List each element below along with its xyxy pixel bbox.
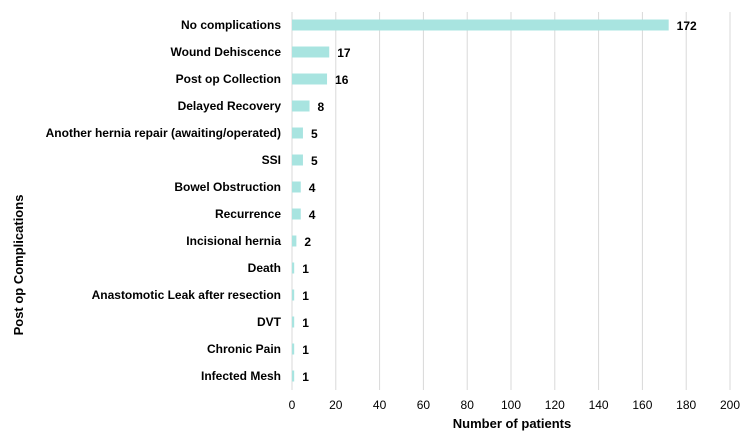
data-label-5: 5 [311,127,318,141]
category-label-2: Wound Dehiscence [171,45,282,59]
bar-3 [292,73,328,85]
bar-2 [292,46,330,58]
data-label-2: 17 [337,46,351,60]
category-labels: No complications Wound Dehiscence Post op … [46,18,282,383]
x-tick-label-160: 160 [632,398,652,412]
bar-7 [292,181,301,193]
data-label-12: 1 [302,316,309,330]
x-tick-label-140: 140 [589,398,609,412]
category-label-13: Chronic Pain [207,342,281,356]
data-label-1: 172 [677,19,697,33]
x-tick-label-0: 0 [289,398,296,412]
data-label-9: 2 [304,235,311,249]
x-tick-label-100: 100 [501,398,521,412]
x-tick-label-80: 80 [461,398,475,412]
category-label-7: Bowel Obstruction [174,180,281,194]
bar-10 [292,262,295,274]
x-tick-label-20: 20 [329,398,343,412]
grid-lines [291,12,731,390]
y-axis-title: Post op Complications [11,195,26,336]
category-label-8: Recurrence [215,207,281,221]
bar-8 [292,208,301,220]
x-tick-label-120: 120 [545,398,565,412]
x-tick-label-200: 200 [720,398,740,412]
data-label-8: 4 [309,208,316,222]
bar-4 [292,100,310,112]
bar-6 [292,154,303,166]
x-tick-label-60: 60 [417,398,431,412]
x-tick-label-180: 180 [676,398,696,412]
bar-14 [292,370,295,382]
bar-9 [292,235,297,247]
x-tick-label-40: 40 [373,398,387,412]
bar-12 [292,316,295,328]
data-label-13: 1 [302,343,309,357]
category-label-14: Infected Mesh [201,369,281,383]
data-label-10: 1 [302,262,309,276]
bars [292,19,669,382]
data-label-7: 4 [309,181,316,195]
data-label-11: 1 [302,289,309,303]
bar-11 [292,289,295,301]
x-tick-labels: 0 20 40 60 80 100 120 140 160 180 200 [289,398,741,412]
data-label-3: 16 [335,73,349,87]
category-label-5: Another hernia repair (awaiting/operated… [46,126,281,140]
x-axis-title: Number of patients [453,416,571,431]
data-label-6: 5 [311,154,318,168]
category-label-10: Death [248,261,281,275]
bar-1 [292,19,669,31]
category-label-4: Delayed Recovery [178,99,282,113]
category-label-12: DVT [257,315,282,329]
bar-13 [292,343,295,355]
category-label-11: Anastomotic Leak after resection [92,288,281,302]
category-label-1: No complications [181,18,281,32]
category-label-9: Incisional hernia [186,234,281,248]
category-label-6: SSI [262,153,281,167]
bar-5 [292,127,303,139]
data-label-4: 8 [318,100,325,114]
data-label-14: 1 [302,370,309,384]
category-label-3: Post op Collection [176,72,281,86]
